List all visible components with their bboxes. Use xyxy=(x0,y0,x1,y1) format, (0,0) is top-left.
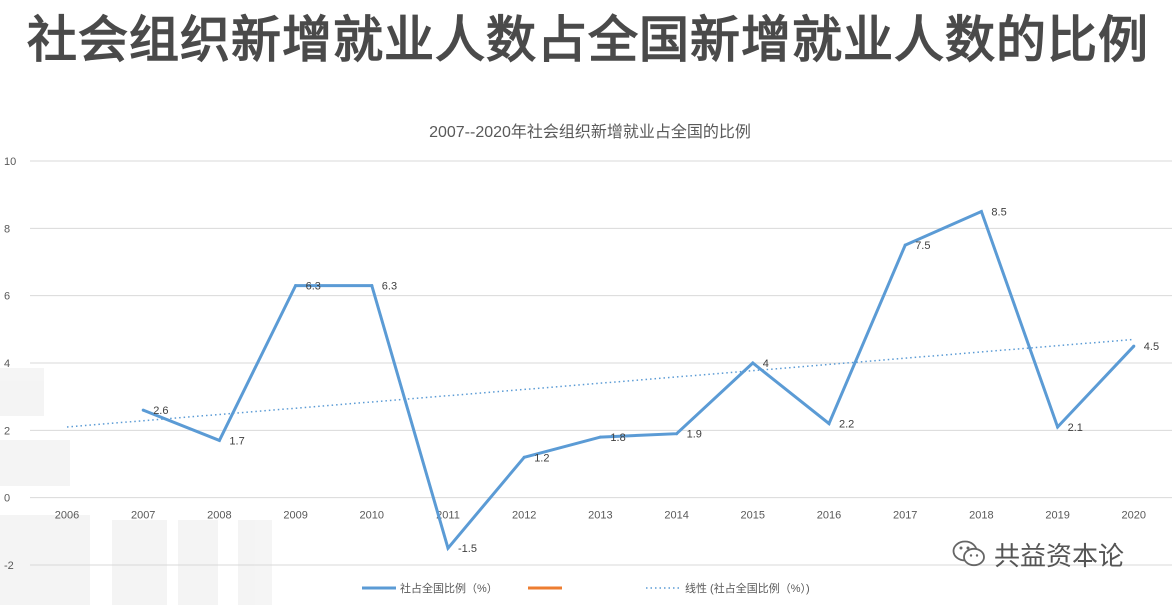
x-axis-ticks: 2006 2007 2008 2009 2010 2011 2012 2013 2014 2015… xyxy=(55,510,1146,522)
data-point xyxy=(1132,344,1136,348)
legend-label-series: 社占全国比例（%） xyxy=(400,581,498,595)
legend: 社占全国比例（%） 线性 (社占全国比例（%）) xyxy=(362,581,810,595)
x-tick-label: 2006 xyxy=(55,510,79,522)
data-label: 2.2 xyxy=(839,419,854,431)
x-tick-label: 2007 xyxy=(131,510,155,522)
wechat-icon xyxy=(952,540,985,567)
x-tick-label: 2009 xyxy=(283,510,307,522)
data-point xyxy=(446,546,450,550)
data-point xyxy=(1056,425,1060,429)
x-tick-label: 2015 xyxy=(741,510,765,522)
data-label: 8.5 xyxy=(991,207,1006,219)
y-tick-label: 8 xyxy=(4,223,10,235)
data-labels: 2.6 1.7 6.3 6.3 -1.5 1.2 1.8 1.9 4 2.2 7.5 8.5 2.1 4.… xyxy=(153,207,1159,556)
x-tick-label: 2016 xyxy=(817,510,841,522)
x-tick-label: 2008 xyxy=(207,510,231,522)
x-tick-label: 2013 xyxy=(588,510,612,522)
data-point xyxy=(598,435,602,439)
y-tick-label: -2 xyxy=(4,560,14,572)
data-label: 2.1 xyxy=(1068,422,1083,434)
data-label: 4 xyxy=(763,358,769,370)
data-label: 2.6 xyxy=(153,405,168,417)
data-point xyxy=(675,432,679,436)
trendline xyxy=(66,338,1134,428)
chart-title: 2007--2020年社会组织新增就业占全国的比例 xyxy=(429,123,751,141)
x-tick-label: 2018 xyxy=(969,510,993,522)
y-tick-label: 6 xyxy=(4,291,10,303)
x-tick-label: 2020 xyxy=(1122,510,1146,522)
x-tick-label: 2010 xyxy=(360,510,384,522)
y-tick-label: 0 xyxy=(4,493,10,505)
trendline-layer xyxy=(66,338,1134,428)
data-label: 6.3 xyxy=(306,281,321,293)
series-line xyxy=(142,209,1135,552)
data-label: 1.8 xyxy=(610,432,625,444)
y-tick-label: 2 xyxy=(4,425,10,437)
x-tick-label: 2019 xyxy=(1045,510,1069,522)
data-label: 1.7 xyxy=(229,435,244,447)
data-label: -1.5 xyxy=(458,543,477,555)
series-layer xyxy=(141,209,1136,552)
data-point xyxy=(522,455,526,459)
y-tick-label: 4 xyxy=(4,358,10,370)
legend-label-trend: 线性 (社占全国比例（%）) xyxy=(685,581,810,595)
x-tick-label: 2017 xyxy=(893,510,917,522)
data-point xyxy=(979,210,983,213)
y-axis-ticks: 10 8 6 4 2 0 -2 xyxy=(4,156,16,572)
data-label: 7.5 xyxy=(915,240,930,252)
page-title: 社会组织新增就业人数占全国新增就业人数的比例 xyxy=(27,11,1149,69)
data-point xyxy=(217,438,221,442)
data-label: 4.5 xyxy=(1144,341,1159,353)
data-point xyxy=(903,243,907,247)
data-label: 1.2 xyxy=(534,452,549,464)
brand-name: 共益资本论 xyxy=(994,541,1125,572)
x-tick-label: 2012 xyxy=(512,510,536,522)
data-point xyxy=(294,284,298,288)
data-label: 1.9 xyxy=(687,429,702,441)
data-point xyxy=(751,361,755,365)
data-point xyxy=(827,422,831,426)
x-tick-label: 2014 xyxy=(664,510,688,522)
data-point xyxy=(370,284,374,288)
brand-watermark: 共益资本论 xyxy=(952,536,1124,572)
data-point xyxy=(141,408,145,412)
y-tick-label: 10 xyxy=(4,156,16,168)
data-label: 6.3 xyxy=(382,281,397,293)
gridlines xyxy=(30,160,1172,566)
x-tick-label: 2011 xyxy=(436,510,460,522)
